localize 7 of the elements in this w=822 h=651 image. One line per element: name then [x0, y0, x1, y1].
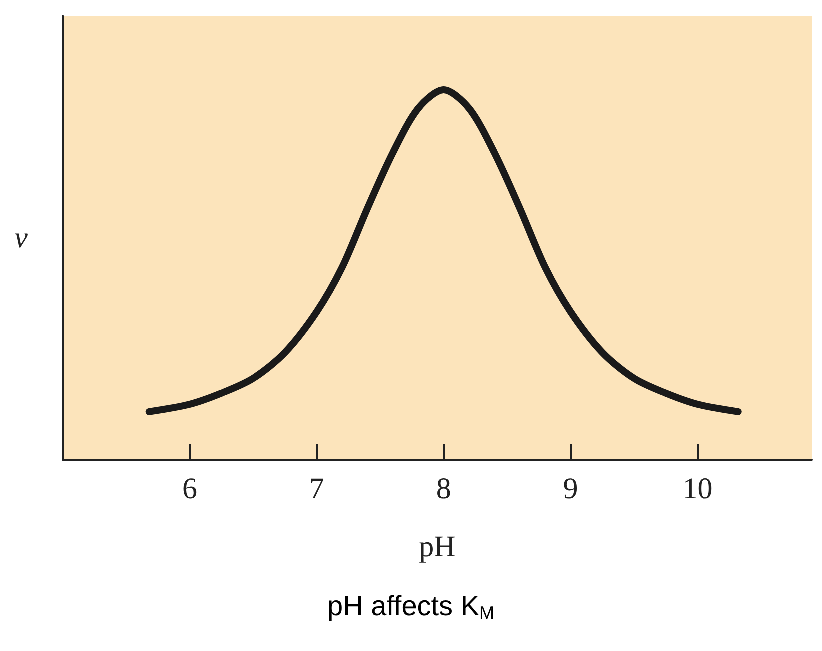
x-tick-label: 9 — [563, 472, 578, 506]
x-tick-label: 8 — [436, 472, 452, 506]
x-axis-title: pH — [419, 530, 456, 564]
x-tick-label: 6 — [182, 472, 198, 506]
y-axis-title: v — [14, 222, 29, 254]
x-tick-label: 10 — [682, 472, 713, 506]
x-tick-label: 7 — [309, 472, 324, 506]
